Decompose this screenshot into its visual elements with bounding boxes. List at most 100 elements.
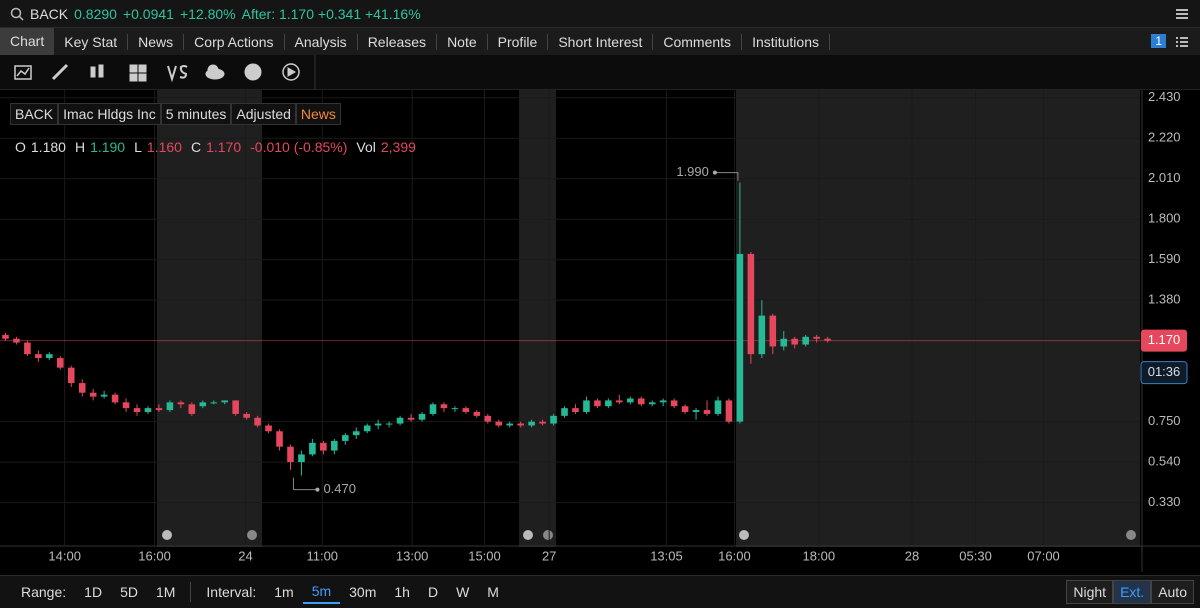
candle-body xyxy=(681,406,689,412)
legend-chip[interactable]: News xyxy=(295,103,341,125)
interval-button[interactable]: W xyxy=(456,584,470,600)
y-tick-label: 1.800 xyxy=(1148,211,1181,226)
x-tick-label: 13:00 xyxy=(396,548,429,563)
candle-body xyxy=(352,431,360,436)
session-shade xyxy=(519,90,556,547)
interval-label: Interval: xyxy=(206,584,257,600)
x-tick-label: 13:05 xyxy=(650,548,683,563)
compare-icon[interactable] xyxy=(167,65,188,83)
last-price: 0.8290 xyxy=(74,5,117,22)
dollar-icon[interactable] xyxy=(244,63,262,81)
tab-badge[interactable]: 1 xyxy=(1151,34,1166,48)
list-icon[interactable] xyxy=(1176,36,1188,48)
tool-bar xyxy=(0,55,1200,90)
candle-body xyxy=(637,398,645,405)
candle-body xyxy=(506,423,513,426)
interval-button[interactable]: D xyxy=(427,584,439,600)
candle-body xyxy=(495,421,503,426)
candle-body xyxy=(363,425,371,432)
toggle-button[interactable]: Night xyxy=(1066,580,1114,604)
session-icon xyxy=(543,530,553,540)
tab[interactable]: Corp Actions xyxy=(184,33,285,50)
ohlc-item: C 1.170 xyxy=(191,139,241,155)
y-tick-label: 0.750 xyxy=(1148,413,1181,428)
x-tick-label: 18:00 xyxy=(803,548,836,563)
range-button[interactable]: 5D xyxy=(120,584,138,600)
candle-body xyxy=(232,400,239,414)
tab[interactable]: Profile xyxy=(488,33,549,50)
area-line xyxy=(16,67,30,77)
search-icon[interactable] xyxy=(10,7,24,21)
candle-body xyxy=(100,394,108,397)
area-chart-icon[interactable] xyxy=(14,65,32,80)
candle-body xyxy=(166,402,174,411)
x-tick-label: 16:00 xyxy=(718,548,751,563)
y-tick-label: 2.010 xyxy=(1148,170,1181,185)
candle-body xyxy=(802,336,809,345)
interval-button[interactable]: 30m xyxy=(349,584,377,600)
draw-icon[interactable] xyxy=(51,63,69,81)
legend-chip[interactable]: Adjusted xyxy=(231,103,296,125)
tab[interactable]: Short Interest xyxy=(548,33,654,50)
ohlc-key: H xyxy=(74,139,86,155)
annotation-dot xyxy=(712,170,717,175)
candle-body xyxy=(374,423,382,426)
session-icon xyxy=(523,530,533,540)
legend-chip[interactable]: 5 minutes xyxy=(160,103,232,125)
candle-icon[interactable] xyxy=(90,66,96,78)
session-icon xyxy=(1126,530,1136,540)
tab[interactable]: Note xyxy=(437,33,488,50)
tab[interactable]: Analysis xyxy=(285,33,358,50)
candle-body xyxy=(572,408,579,412)
x-tick-label: 24 xyxy=(238,548,252,563)
tab[interactable]: Comments xyxy=(653,33,743,50)
x-tick-label: 11:00 xyxy=(306,548,338,563)
last-price-badge xyxy=(1141,329,1187,352)
legend-chip[interactable]: Imac Hldgs Inc xyxy=(58,103,161,125)
toggle-button[interactable]: Auto xyxy=(1151,580,1194,604)
candle-body xyxy=(210,402,218,404)
session-icon xyxy=(739,530,749,540)
candle-body xyxy=(418,413,426,420)
x-tick-label: 16:00 xyxy=(138,548,171,563)
range-button[interactable]: 1D xyxy=(84,584,103,600)
y-tick-label: 0.540 xyxy=(1148,454,1181,469)
candle-body xyxy=(451,408,459,410)
tab[interactable]: Chart xyxy=(0,28,55,55)
interval-button[interactable]: 5m xyxy=(302,580,341,604)
layout-icon[interactable] xyxy=(129,64,138,73)
tool-icons xyxy=(14,55,316,90)
replay-icon[interactable] xyxy=(282,63,300,81)
ohlc-item: Vol 2,399 xyxy=(356,139,416,155)
candle-body xyxy=(24,342,31,355)
candle-body xyxy=(484,415,492,422)
annotation-leader xyxy=(714,172,739,181)
candle-body xyxy=(78,383,86,393)
candle-body xyxy=(517,423,524,426)
menu-icon[interactable] xyxy=(1176,8,1188,20)
tab[interactable]: Institutions xyxy=(742,33,830,50)
toggle-button[interactable]: Ext. xyxy=(1113,580,1152,604)
candle-body xyxy=(627,398,634,403)
tab[interactable]: News xyxy=(128,33,185,50)
y-tick-label: 2.220 xyxy=(1148,130,1181,145)
candle-body xyxy=(67,367,75,384)
interval-button[interactable]: 1m xyxy=(274,584,294,600)
interval-button[interactable]: 1h xyxy=(394,584,410,600)
candle-body xyxy=(692,410,700,412)
y-tick-label: 1.590 xyxy=(1148,251,1181,266)
candle-body xyxy=(648,402,656,405)
tab[interactable]: Releases xyxy=(358,33,438,50)
candle-body xyxy=(2,334,9,339)
range-button[interactable]: 1M xyxy=(155,584,176,600)
candle-body xyxy=(725,400,733,422)
candle-body xyxy=(747,253,755,355)
candle-body xyxy=(221,400,228,403)
candle-body xyxy=(528,421,535,426)
interval-button[interactable]: M xyxy=(487,584,499,600)
countdown-badge xyxy=(1140,361,1188,385)
legend-chip[interactable]: BACK xyxy=(10,103,59,125)
candle-body xyxy=(111,394,119,403)
tab[interactable]: Key Stat xyxy=(54,33,129,50)
